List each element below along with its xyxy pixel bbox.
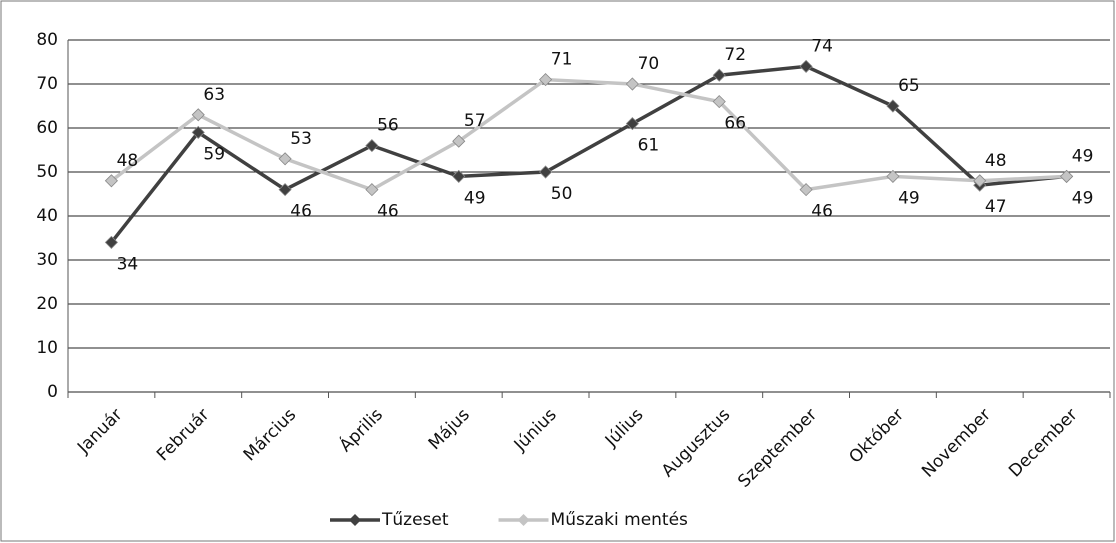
data-point — [625, 117, 639, 131]
data-label: 46 — [290, 202, 312, 222]
data-label: 71 — [551, 50, 573, 70]
legend-label: Tűzeset — [381, 510, 449, 530]
y-tick-label: 50 — [36, 162, 58, 182]
data-label: 46 — [377, 202, 399, 222]
data-label: 61 — [638, 136, 660, 156]
data-point — [886, 169, 900, 183]
data-label: 70 — [638, 54, 660, 74]
data-label: 72 — [724, 45, 746, 65]
data-label: 48 — [985, 151, 1007, 171]
data-point — [973, 174, 987, 188]
data-label: 49 — [1072, 146, 1094, 166]
data-point — [191, 108, 205, 122]
y-tick-label: 10 — [36, 338, 58, 358]
data-label: 57 — [464, 111, 486, 131]
series-line — [110, 64, 1067, 244]
data-point — [1060, 169, 1074, 183]
data-point — [365, 183, 379, 197]
data-label: 49 — [464, 188, 486, 208]
data-point — [539, 73, 553, 87]
legend-label: Műszaki mentés — [551, 510, 689, 530]
data-label: 50 — [551, 184, 573, 204]
legend-marker — [349, 514, 361, 526]
data-point — [191, 125, 205, 139]
data-point — [452, 134, 466, 148]
y-tick-label: 60 — [36, 118, 58, 138]
y-tick-label: 20 — [36, 294, 58, 314]
data-label: 49 — [898, 188, 920, 208]
y-tick-label: 0 — [47, 382, 58, 402]
data-label: 47 — [985, 197, 1007, 217]
data-label: 66 — [724, 114, 746, 134]
data-label: 59 — [203, 144, 225, 164]
data-point — [886, 99, 900, 113]
data-label: 34 — [117, 254, 139, 274]
data-point — [278, 152, 292, 166]
data-point — [278, 183, 292, 197]
y-tick-label: 70 — [36, 74, 58, 94]
data-point — [365, 139, 379, 153]
data-point — [712, 68, 726, 82]
y-tick-label: 40 — [36, 206, 58, 226]
data-point — [799, 59, 813, 73]
data-label: 49 — [1072, 188, 1094, 208]
data-point — [104, 235, 118, 249]
data-point — [712, 95, 726, 109]
data-label: 74 — [811, 36, 833, 56]
data-point — [799, 183, 813, 197]
data-point — [104, 174, 118, 188]
series-line — [110, 77, 1067, 192]
y-tick-label: 80 — [36, 30, 58, 50]
data-point — [452, 169, 466, 183]
data-label: 53 — [290, 129, 312, 149]
data-point — [625, 77, 639, 91]
data-label: 65 — [898, 76, 920, 96]
data-point — [539, 165, 553, 179]
data-label: 56 — [377, 116, 399, 136]
y-tick-label: 30 — [36, 250, 58, 270]
data-label: 63 — [203, 85, 225, 105]
data-label: 48 — [117, 151, 139, 171]
legend-marker — [517, 514, 530, 526]
data-label: 46 — [811, 202, 833, 222]
